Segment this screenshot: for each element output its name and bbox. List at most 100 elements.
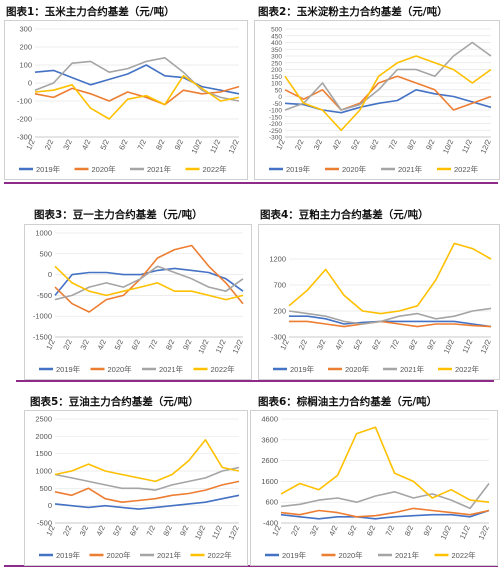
x-tick-label: 10/2 [439,524,453,541]
x-tick-label: 9/2 [178,524,191,537]
x-tick-label: 1/2 [44,338,57,351]
x-tick-label: 11/2 [460,138,474,155]
legend-label: 2022年 [208,550,233,560]
y-tick-label: 300 [271,54,282,61]
series-line-2019年 [289,315,492,328]
x-tick-label: 6/2 [130,338,143,351]
series-line-2022年 [34,74,240,120]
y-tick-label: -150 [269,114,282,121]
x-tick-label: 3/2 [78,524,91,537]
legend-label: 2019年 [290,364,315,374]
chart-panel-1: -300 -200 -100 0 100 200 300 1/2 2/2 3/2 4/2 5/2 6/2… [4,20,248,180]
legend-label: 2020年 [107,550,132,560]
section-rule-2 [16,380,494,382]
y-tick-label: -400 [263,519,278,528]
x-tick-label: 8/2 [154,138,167,151]
section-rule-1 [4,182,498,184]
x-tick-label: 10/2 [196,338,210,355]
x-tick-label: 12/2 [226,524,240,541]
legend-label: 2019年 [56,364,81,374]
x-tick-label: 1/2 [44,524,57,537]
x-tick-label: 11/2 [458,524,472,541]
y-tick-label: 450 [271,33,282,40]
legend-label: 2021年 [400,364,425,374]
legend-label: 2022年 [452,550,477,560]
x-tick-label: 2/2 [43,138,56,151]
y-tick-label: 400 [271,40,282,47]
y-tick-label: -200 [17,115,32,124]
y-tick-label: -500 [37,291,52,300]
chart-svg-6: -400 600 1600 2600 3600 4600 1/2 2/2 3/2 4/2 5/2 6/… [261,415,491,561]
x-tick-label: 7/2 [384,524,397,537]
chart-title-5: 图表5：豆油主力合约基差（元/吨） [30,396,199,408]
legend-label: 2021年 [157,550,182,560]
y-tick-label: 1500 [35,449,52,458]
x-tick-label: 1/2 [24,138,37,151]
x-tick-label: 5/2 [113,338,126,351]
chart-title-2: 图表2：玉米淀粉主力合约基差（元/吨） [258,6,448,18]
y-tick-label: 500 [39,249,52,258]
legend-label: 2019年 [36,164,61,174]
x-tick-label: 3/2 [315,338,328,351]
y-tick-label: -500 [37,519,52,528]
series-line-2022年 [54,438,240,483]
y-tick-label: 350 [271,47,282,54]
y-tick-label: 300 [19,25,32,34]
x-tick-label: 6/2 [368,138,381,151]
series-line-2019年 [34,64,240,95]
chart-panel-5: -500 0 500 1000 1500 2000 2500 1/2 2/2 3/2 4/2 5/2 6… [24,410,248,566]
legend-label: 2021年 [395,550,420,560]
legend-label: 2019年 [286,164,311,174]
x-tick-label: 12/2 [226,138,240,155]
x-tick-label: 3/2 [312,138,325,151]
y-tick-label: -250 [269,128,282,135]
x-tick-label: 12/2 [478,338,492,355]
series-line-2021年 [280,483,490,510]
x-tick-label: 9/2 [181,338,194,351]
y-tick-label: 2500 [35,415,52,424]
x-tick-label: 4/2 [80,138,93,151]
legend-label: 2020年 [342,164,367,174]
legend-label: 2022年 [211,364,236,374]
chart-title-4: 图表4：豆粕主力合约基差（元/吨） [260,209,429,221]
y-tick-label: 100 [19,61,32,70]
series-line-2020年 [284,75,492,111]
x-tick-label: 11/2 [210,524,224,541]
x-tick-label: 8/2 [405,138,418,151]
series-line-2021年 [284,41,492,111]
x-tick-label: 10/2 [189,138,203,155]
x-tick-label: 8/2 [161,524,174,537]
chart-svg-2: -300-250-200-150-100-5005010015020025030… [269,27,493,175]
legend-label: 2021年 [159,364,184,374]
x-tick-label: 4/2 [96,338,109,351]
x-tick-label: 10/2 [441,138,455,155]
x-tick-label: 10/2 [442,338,456,355]
y-tick-label: 0 [48,501,52,510]
series-line-2020年 [280,507,490,518]
y-tick-label: 4600 [261,415,278,424]
x-tick-label: 7/2 [387,138,400,151]
y-tick-label: 200 [271,67,282,74]
x-tick-label: 4/2 [330,138,343,151]
section-rule-3 [4,565,498,567]
x-tick-label: 4/2 [94,524,107,537]
y-tick-label: 700 [273,281,286,290]
x-tick-label: 4/2 [333,338,346,351]
legend-label: 2022年 [203,164,228,174]
chart-svg-1: -300 -200 -100 0 100 200 300 1/2 2/2 3/2 4/2 5/2 6/2… [17,25,241,175]
y-tick-label: 1600 [261,477,278,486]
x-tick-label: 6/2 [370,338,383,351]
chart-panel-2: -300 -250 -200 -150 -100 -50 0 50 100 150 200 250 30… [254,20,500,180]
y-tick-label: -300 [271,333,286,342]
x-tick-label: 6/2 [117,138,130,151]
series-line-2021年 [54,265,244,301]
chart-panel-4: -300 200 700 1200 1/2 2/2 3/2 4/2 5/2 6/2 7/2 8/2 9/… [258,224,500,380]
x-tick-label: 3/2 [308,524,321,537]
x-tick-label: 5/2 [349,138,362,151]
y-tick-label: -50 [273,101,283,108]
x-tick-label: 7/2 [145,524,158,537]
x-tick-label: 3/2 [78,338,91,351]
legend-label: 2021年 [147,164,172,174]
chart-title-1: 图表1：玉米主力合约基差（元/吨） [6,6,175,18]
x-tick-label: 11/2 [208,138,222,155]
